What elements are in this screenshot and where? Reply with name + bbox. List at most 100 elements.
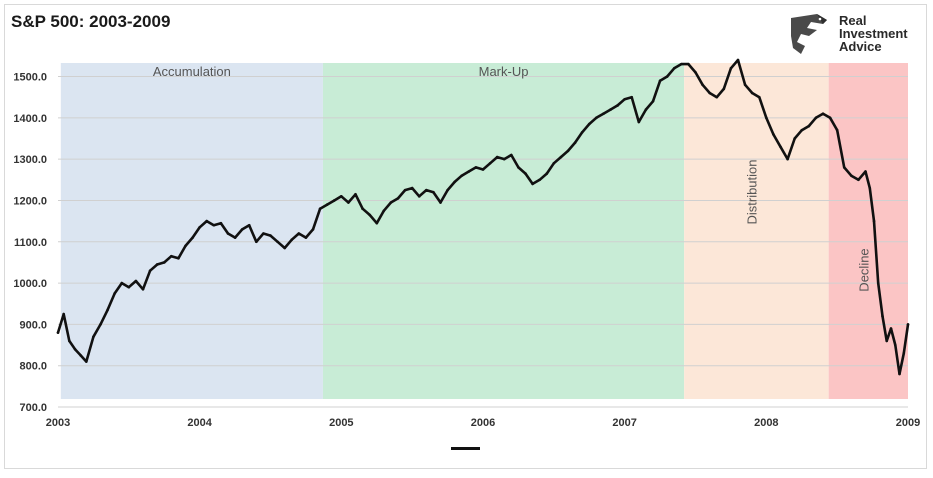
data-point [375,221,379,225]
data-point [276,240,279,244]
phase-label-mark-up: Mark-Up [479,64,529,79]
data-point [538,178,541,182]
data-point [765,116,768,120]
data-point [474,166,478,169]
y-tick-label: 1400.0 [13,113,47,125]
brand-line-2: Investment [839,26,908,41]
data-point [205,219,209,223]
data-point [850,174,853,177]
data-point [177,256,180,260]
data-point [881,314,884,318]
data-point [644,108,648,111]
y-axis-ticks: 700.0 800.0 900.0 1000.0 1100.0 1200.0 1300.0 1… [13,72,47,414]
data-point [106,308,109,312]
data-point [559,155,563,159]
data-point [453,180,456,184]
eagle-logo-icon [791,14,827,54]
x-tick-label: 2004 [187,417,212,429]
data-point [79,354,82,357]
data-point [531,182,534,186]
data-point [120,281,124,285]
data-point [368,213,371,217]
data-point [694,71,697,74]
data-point [750,91,754,95]
data-point [828,116,832,120]
data-point [687,62,690,66]
data-point [587,122,591,126]
phase-band-mark-up [322,63,685,399]
data-point [410,186,414,190]
x-tick-label: 2003 [46,417,70,429]
data-point [446,188,449,192]
data-point [672,66,676,70]
data-point [595,116,598,120]
data-point [347,201,350,204]
data-point [651,100,655,103]
data-point [247,223,251,227]
phase-bands [60,63,908,399]
data-point [99,323,102,326]
data-point [425,188,428,192]
data-point [354,192,357,196]
data-point [893,343,897,347]
data-point [233,236,237,239]
data-point [332,199,336,202]
data-point [141,287,145,291]
y-tick-label: 900.0 [19,319,47,331]
y-tick-label: 800.0 [19,361,47,373]
data-point [262,232,265,235]
data-point [665,75,669,78]
data-point [481,168,485,171]
data-point [864,170,867,173]
data-point [566,149,570,153]
x-tick-label: 2008 [754,417,778,429]
data-point [637,120,641,124]
data-point [772,133,775,136]
data-point [325,203,329,206]
data-point [729,66,733,70]
data-point [92,335,95,339]
data-point [255,240,258,244]
data-point [361,207,364,211]
y-tick-label: 1200.0 [13,195,47,207]
data-point [290,238,294,241]
data-point [807,124,811,128]
data-point [127,285,131,289]
x-tick-label: 2006 [471,417,495,429]
y-tick-label: 1000.0 [13,278,47,290]
data-point [403,188,407,192]
data-point [658,79,662,82]
data-point [318,207,322,211]
data-point [134,279,138,283]
chart-title: S&P 500: 2003-2009 [11,12,171,31]
data-point [502,157,506,161]
data-point [68,339,71,343]
x-tick-label: 2005 [329,417,353,429]
x-tick-label: 2007 [612,417,636,429]
phase-labels: Accumulation Mark-Up Distribution Decline [153,64,871,292]
data-point [417,195,421,198]
data-point [757,95,761,99]
data-point [240,228,244,231]
series-layer [56,58,910,376]
data-point [170,254,173,258]
data-point [269,234,272,237]
data-point [396,197,400,200]
data-point [113,292,116,295]
data-point [602,112,605,116]
data-point [623,97,626,101]
x-tick-label: 2009 [896,417,920,429]
data-point [524,172,527,175]
data-point [573,141,577,144]
data-point [155,263,159,266]
data-point [786,157,789,161]
legend-series-swatch [451,447,480,450]
brand-line-1: Real [839,13,867,28]
brand-name: Real Investment Advice [839,14,908,53]
data-point [715,95,719,99]
data-point [439,201,442,204]
y-tick-label: 1300.0 [13,154,47,166]
data-point [800,128,804,132]
data-point [779,145,782,149]
data-point [56,331,60,334]
